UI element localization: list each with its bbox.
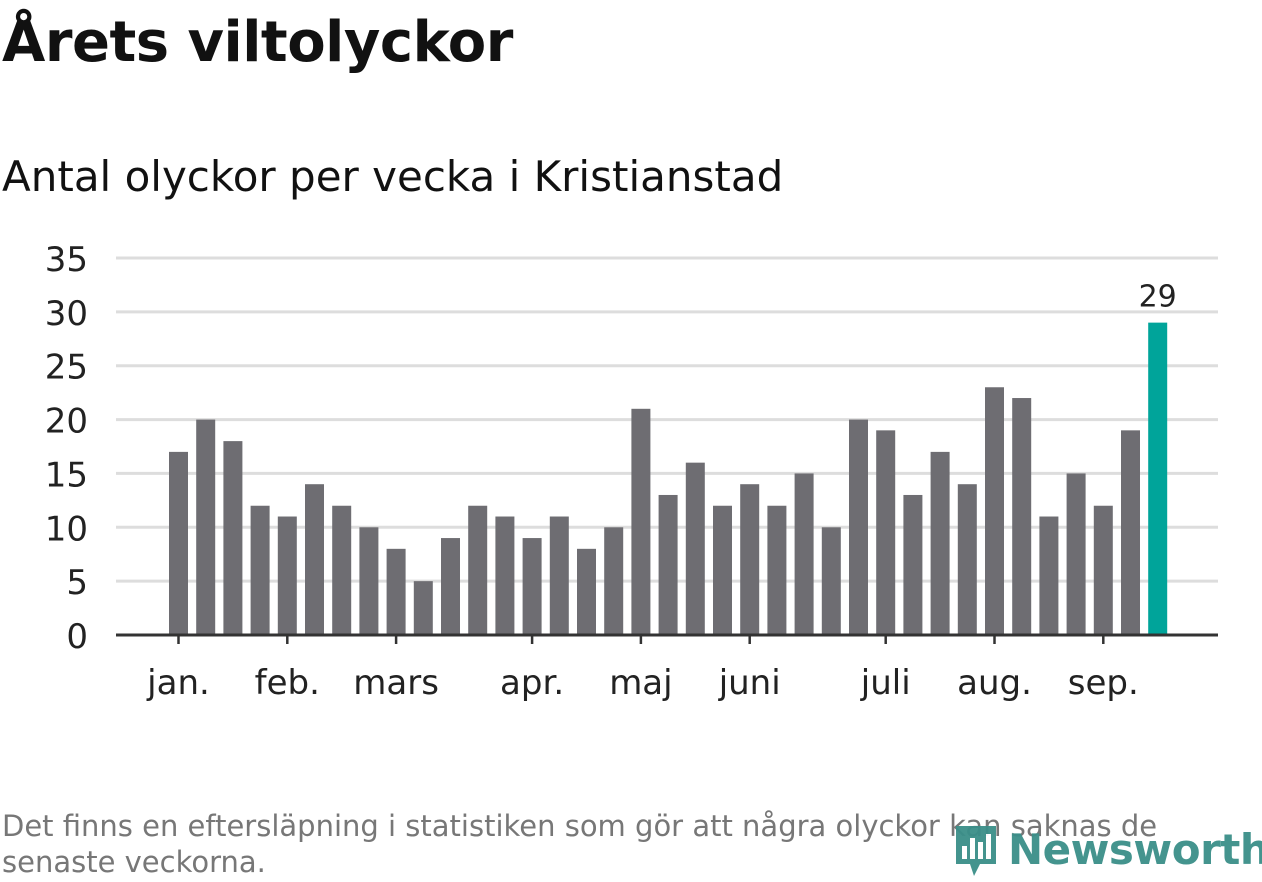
x-tick-label: juni bbox=[718, 663, 781, 703]
x-axis-ticks: jan. feb. mars apr. maj juni juli aug. sep. bbox=[116, 633, 1218, 703]
bar bbox=[794, 473, 814, 635]
bar bbox=[332, 505, 352, 635]
bar bbox=[685, 462, 705, 635]
bar bbox=[441, 538, 460, 635]
bar bbox=[495, 516, 515, 635]
y-tick-label: 15 bbox=[45, 455, 88, 495]
bar bbox=[876, 430, 896, 635]
y-tick-label: 35 bbox=[45, 240, 88, 280]
bar bbox=[305, 484, 324, 635]
y-axis-ticks: 0 5 10 15 20 25 30 35 bbox=[45, 240, 88, 657]
bar bbox=[522, 538, 542, 635]
bar bbox=[631, 408, 651, 635]
y-tick-label: 0 bbox=[66, 617, 88, 657]
x-tick-label: juli bbox=[860, 663, 911, 703]
grid-lines bbox=[116, 256, 1218, 583]
bars bbox=[169, 322, 1168, 635]
x-tick-label: apr. bbox=[500, 663, 564, 703]
bar bbox=[767, 505, 787, 635]
bar bbox=[196, 419, 216, 635]
bar bbox=[1148, 322, 1168, 635]
bar bbox=[849, 419, 868, 635]
x-tick-label: sep. bbox=[1068, 663, 1139, 703]
x-tick-label: maj bbox=[609, 663, 672, 703]
data-label: 29 bbox=[1139, 280, 1177, 315]
y-tick-label: 20 bbox=[45, 402, 88, 442]
bar bbox=[658, 494, 678, 635]
bar bbox=[413, 581, 433, 635]
x-tick-label: mars bbox=[353, 663, 439, 703]
bar bbox=[1012, 398, 1032, 635]
bar bbox=[713, 505, 732, 635]
bar bbox=[169, 451, 188, 635]
chart-title: Årets viltolyckor bbox=[2, 10, 513, 75]
bar bbox=[903, 494, 923, 635]
bar bbox=[1066, 473, 1086, 635]
x-tick-label: aug. bbox=[957, 663, 1032, 703]
bar bbox=[468, 505, 488, 635]
y-tick-label: 25 bbox=[45, 348, 88, 388]
bar bbox=[930, 451, 950, 635]
brand-logo: Newsworthy bbox=[950, 816, 1262, 882]
bar bbox=[740, 484, 760, 635]
bar bbox=[821, 527, 841, 635]
y-tick-label: 10 bbox=[45, 509, 88, 549]
bar bbox=[250, 505, 270, 635]
y-tick-label: 30 bbox=[45, 294, 88, 334]
bar-chart: 0 5 10 15 20 25 30 35 jan. feb. mars apr. maj juni ju… bbox=[45, 240, 1218, 703]
chart-subtitle: Antal olyckor per vecka i Kristianstad bbox=[2, 152, 784, 201]
bar bbox=[549, 516, 569, 635]
x-tick-label: feb. bbox=[255, 663, 320, 703]
bar bbox=[985, 387, 1004, 635]
x-tick-label: jan. bbox=[146, 663, 210, 703]
bar bbox=[359, 527, 379, 635]
bar bbox=[577, 548, 596, 635]
bar bbox=[604, 527, 624, 635]
annotations: 29 bbox=[1139, 280, 1177, 315]
bar bbox=[223, 441, 243, 635]
y-tick-label: 5 bbox=[66, 563, 88, 603]
bar bbox=[1121, 430, 1140, 635]
bar bbox=[957, 484, 977, 635]
newsworthy-logo-icon bbox=[956, 826, 996, 876]
bar bbox=[386, 548, 406, 635]
bar bbox=[1039, 516, 1059, 635]
brand-name: Newsworthy bbox=[1008, 824, 1262, 874]
bar bbox=[277, 516, 297, 635]
bar bbox=[1093, 505, 1113, 635]
